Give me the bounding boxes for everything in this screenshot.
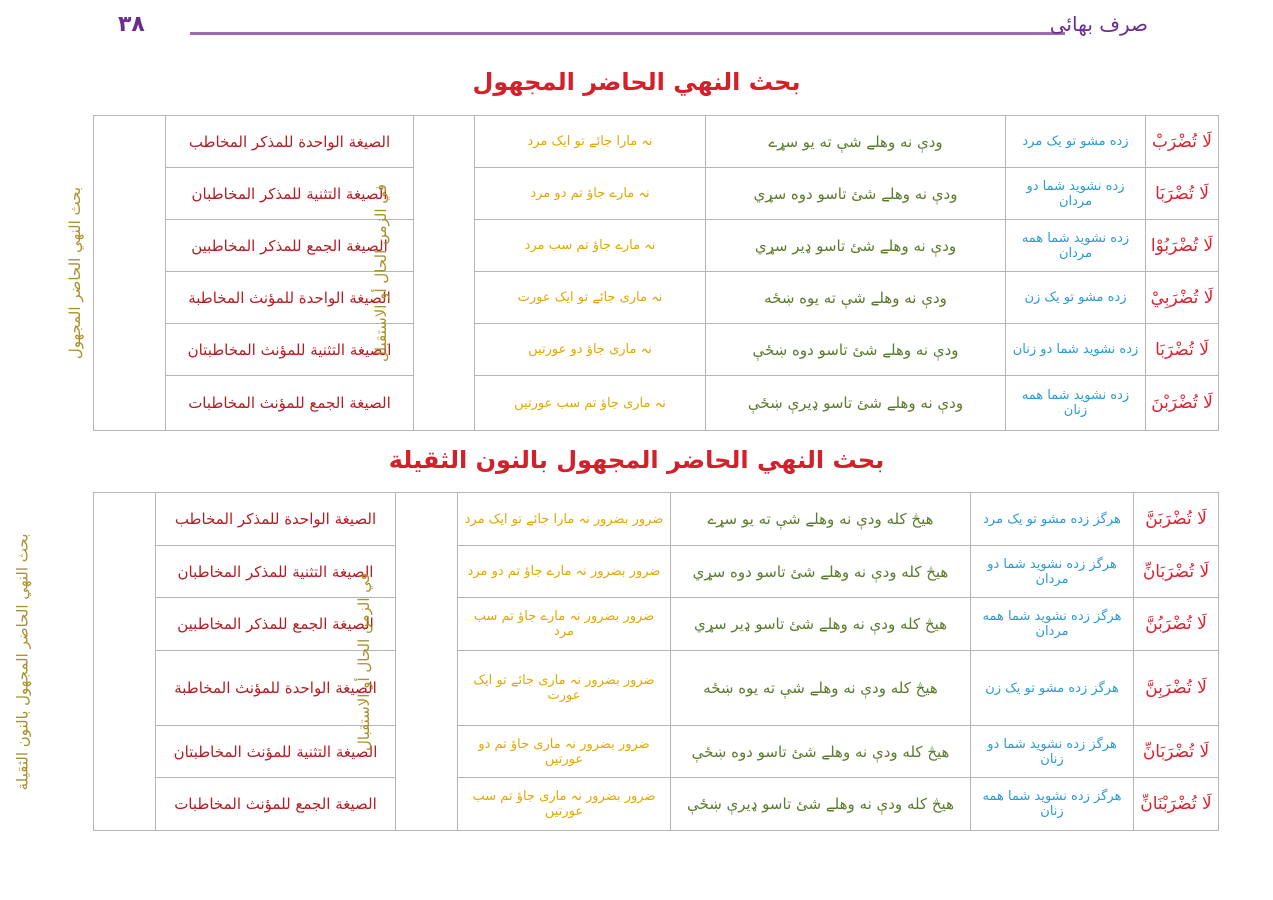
- page-number: ۳۸: [118, 12, 145, 37]
- section-side-label: بحث النهي الحاضر المجهول بالنون الثقيلة: [13, 533, 32, 790]
- tense-label-cell: في الزمن الحال أو الاستقبال: [355, 492, 458, 831]
- verb-form-cell: لَا تُضْرَبُوْا: [1145, 219, 1219, 272]
- tense-label: في الزمن الحال أو الاستقبال: [372, 184, 391, 362]
- table-row: لَا تُضْرَبُنَّ هرگز زده نشوید شما همه مر…: [94, 597, 1219, 651]
- sigha-name-cell: الصيغة الواحدة للمذكر المخاطب: [165, 115, 414, 168]
- pashto-meaning-cell: ودې نه وهلے شئ تاسو دوه ښځې: [705, 323, 1006, 376]
- verb-form-cell: لَا تُضْرَبِيْ: [1145, 271, 1219, 324]
- urdu-meaning-cell: ضرور بضرور نہ مارا جائے تو ایک مرد: [457, 492, 671, 546]
- persian-meaning-cell: هرگز زده نشوید شما همه زنان: [970, 777, 1134, 831]
- sigha-name-cell: الصيغة الجمع للمذكر المخاطبين: [165, 219, 414, 272]
- urdu-meaning-cell: نہ مارا جائے تو ایک مرد: [474, 115, 706, 168]
- table-row: لَا تُضْرَبَنَّ هرگز زده مشو تو یک مرد هيڅ…: [14, 492, 1219, 831]
- table-row: لَا تُضْرَبَا زده نشوید شما دو زنان ودې نه…: [94, 323, 1219, 376]
- pashto-meaning-cell: هيڅ كله ودې نه وهلے شئ تاسو ډيرې ښځې: [670, 777, 971, 831]
- verb-form-cell: لَا تُضْرَبَا: [1145, 323, 1219, 376]
- section-side-label: بحث النهي الحاضر المجهول: [65, 186, 84, 360]
- persian-meaning-cell: زده نشوید شما دو مردان: [1005, 167, 1146, 220]
- pashto-meaning-cell: ودې نه وهلے شئ تاسو ډير سړي: [705, 219, 1006, 272]
- table-row: لَا تُضْرَبِيْ زده مشو تو یک زن ودې نه وهل…: [94, 271, 1219, 324]
- urdu-meaning-cell: ضرور بضرور نہ ماری جاؤ تم دو عورتیں: [457, 725, 671, 778]
- pashto-meaning-cell: هيڅ كله ودې نه وهلے شئ تاسو دوه ښځې: [670, 725, 971, 778]
- pashto-meaning-cell: هيڅ كله ودې نه وهلے شې ته يوه ښځه: [670, 650, 971, 726]
- verb-form-cell: لَا تُضْرَبْنَ: [1145, 375, 1219, 431]
- persian-meaning-cell: هرگز زده نشوید شما دو زنان: [970, 725, 1134, 778]
- table-row: لَا تُضْرَبِنَّ هرگز زده مشو تو یک زن هيڅ …: [94, 650, 1219, 726]
- section-side-label-cell: بحث النهي الحاضر المجهول بالنون الثقيلة: [14, 492, 156, 831]
- urdu-meaning-cell: نہ ماری جائے تو ایک عورت: [474, 271, 706, 324]
- sigha-name-cell: الصيغة الجمع للمؤنث المخاطبات: [155, 777, 396, 831]
- verb-form-cell: لَا تُضْرَبَنَّ: [1133, 492, 1219, 546]
- sigha-name-cell: الصيغة الواحدة للمذكر المخاطب: [155, 492, 396, 546]
- table-row: لَا تُضْرَبُوْا زده نشوید شما همه مردان ود…: [94, 219, 1219, 272]
- urdu-meaning-cell: نہ ماری جاؤ دو عورتیں: [474, 323, 706, 376]
- pashto-meaning-cell: ودې نه وهلے شې ته يوه ښځه: [705, 271, 1006, 324]
- verb-form-cell: لَا تُضْرَبْنَانِّ: [1133, 777, 1219, 831]
- urdu-meaning-cell: نہ مارے جاؤ تم دو مرد: [474, 167, 706, 220]
- sigha-name-cell: الصيغة الواحدة للمؤنث المخاطبة: [155, 650, 396, 726]
- table-row: لَا تُضْرَبْنَانِّ هرگز زده نشوید شما همه…: [94, 777, 1219, 831]
- urdu-meaning-cell: نہ ماری جاؤ تم سب عورتیں: [474, 375, 706, 431]
- sigha-name-cell: الصيغة التثنية للمذكر المخاطبان: [165, 167, 414, 220]
- section-side-label-cell: بحث النهي الحاضر المجهول: [66, 115, 166, 431]
- pashto-meaning-cell: هيڅ كله ودې نه وهلے شئ تاسو دوه سړي: [670, 545, 971, 598]
- table-row: لَا تُضْرَبَانِّ هرگز زده نشوید شما دو مر…: [94, 545, 1219, 598]
- sigha-name-cell: الصيغة التثنية للمؤنث المخاطبتان: [165, 323, 414, 376]
- verb-form-cell: لَا تُضْرَبْ: [1145, 115, 1219, 168]
- sigha-name-cell: الصيغة الجمع للمؤنث المخاطبات: [165, 375, 414, 431]
- sigha-name-cell: الصيغة الجمع للمذكر المخاطبين: [155, 597, 396, 651]
- persian-meaning-cell: زده مشو تو یک زن: [1005, 271, 1146, 324]
- pashto-meaning-cell: ودې نه وهلے شئ تاسو دوه سړي: [705, 167, 1006, 220]
- pashto-meaning-cell: ودې نه وهلے شئ تاسو ډيرې ښځې: [705, 375, 1006, 431]
- sigha-name-cell: الصيغة التثنية للمؤنث المخاطبتان: [155, 725, 396, 778]
- persian-meaning-cell: هرگز زده نشوید شما همه مردان: [970, 597, 1134, 651]
- persian-meaning-cell: هرگز زده مشو تو یک مرد: [970, 492, 1134, 546]
- persian-meaning-cell: هرگز زده مشو تو یک زن: [970, 650, 1134, 726]
- urdu-meaning-cell: ضرور بضرور نہ ماری جاؤ تم سب عورتیں: [457, 777, 671, 831]
- pashto-meaning-cell: هيڅ كله ودې نه وهلے شې ته يو سړے: [670, 492, 971, 546]
- urdu-meaning-cell: ضرور بضرور نہ مارے جاؤ تم دو مرد: [457, 545, 671, 598]
- verb-form-cell: لَا تُضْرَبَانِّ: [1133, 725, 1219, 778]
- table-row: لَا تُضْرَبَانِّ هرگز زده نشوید شما دو زن…: [94, 725, 1219, 778]
- book-title: صرف بهائی: [1049, 12, 1148, 36]
- table-row: لَا تُضْرَبَا زده نشوید شما دو مردان ودې ن…: [94, 167, 1219, 220]
- table-row: لَا تُضْرَبْنَ زده نشوید شما همه زنان ودې …: [94, 375, 1219, 431]
- sigha-name-cell: الصيغة التثنية للمذكر المخاطبان: [155, 545, 396, 598]
- pashto-meaning-cell: ودې نه وهلے شې ته يو سړے: [705, 115, 1006, 168]
- section-title-2: بحث النهي الحاضر المجهول بالنون الثقيلة: [388, 446, 885, 474]
- conjugation-table-1: لَا تُضْرَبْ زده مشو تو یک مرد ودې نه وهلے…: [66, 115, 1219, 431]
- verb-form-cell: لَا تُضْرَبَانِّ: [1133, 545, 1219, 598]
- verb-form-cell: لَا تُضْرَبِنَّ: [1133, 650, 1219, 726]
- urdu-meaning-cell: نہ مارے جاؤ تم سب مرد: [474, 219, 706, 272]
- persian-meaning-cell: زده نشوید شما دو زنان: [1005, 323, 1146, 376]
- header-rule: [190, 32, 1065, 35]
- verb-form-cell: لَا تُضْرَبَا: [1145, 167, 1219, 220]
- persian-meaning-cell: زده نشوید شما همه زنان: [1005, 375, 1146, 431]
- persian-meaning-cell: هرگز زده نشوید شما دو مردان: [970, 545, 1134, 598]
- conjugation-table-2: لَا تُضْرَبَنَّ هرگز زده مشو تو یک مرد هيڅ…: [14, 492, 1219, 831]
- verb-form-cell: لَا تُضْرَبُنَّ: [1133, 597, 1219, 651]
- persian-meaning-cell: زده مشو تو یک مرد: [1005, 115, 1146, 168]
- section-title-1: بحث النهي الحاضر المجهول: [472, 68, 801, 96]
- pashto-meaning-cell: هيڅ كله ودې نه وهلے شئ تاسو ډير سړي: [670, 597, 971, 651]
- urdu-meaning-cell: ضرور بضرور نہ ماری جائے تو ایک عورت: [457, 650, 671, 726]
- tense-label-cell: في الزمن الحال أو الاستقبال: [372, 115, 475, 431]
- tense-label: في الزمن الحال أو الاستقبال: [355, 572, 374, 751]
- table-row: لَا تُضْرَبْ زده مشو تو یک مرد ودې نه وهلے…: [66, 115, 1219, 431]
- persian-meaning-cell: زده نشوید شما همه مردان: [1005, 219, 1146, 272]
- urdu-meaning-cell: ضرور بضرور نہ مارے جاؤ تم سب مرد: [457, 597, 671, 651]
